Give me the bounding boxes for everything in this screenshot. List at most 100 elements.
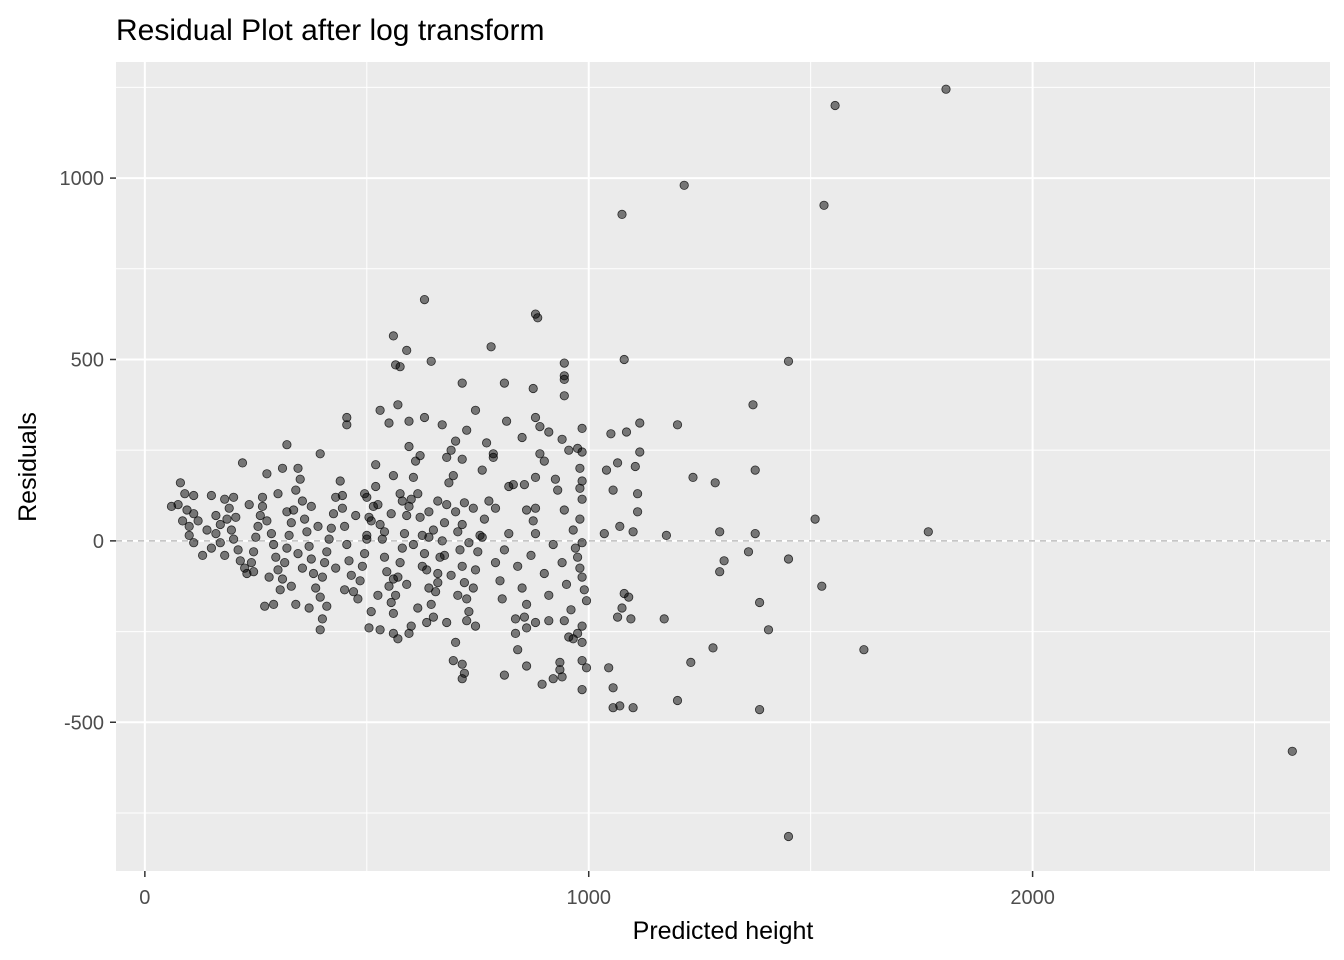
data-point	[322, 547, 332, 557]
data-point	[379, 552, 390, 562]
data-point	[630, 461, 640, 472]
data-point	[302, 527, 312, 537]
data-point	[331, 563, 341, 573]
data-point	[450, 637, 461, 648]
data-point	[382, 567, 392, 577]
data-point	[175, 478, 185, 488]
data-point	[635, 418, 645, 428]
data-point	[206, 490, 216, 501]
data-point	[517, 583, 527, 593]
data-point	[817, 581, 827, 591]
data-point	[189, 509, 199, 519]
y-tick-label: -500	[64, 712, 104, 734]
data-point	[450, 507, 461, 517]
data-point	[397, 496, 407, 506]
data-point	[530, 503, 541, 513]
data-point	[504, 528, 514, 539]
data-point	[437, 536, 447, 546]
data-point	[464, 606, 474, 617]
data-point	[566, 605, 576, 615]
data-point	[499, 670, 509, 680]
data-point	[719, 556, 729, 566]
data-point	[490, 503, 501, 513]
data-point	[577, 655, 587, 666]
data-point	[406, 494, 416, 504]
data-point	[268, 539, 279, 550]
data-point	[388, 608, 398, 619]
data-point	[299, 514, 310, 524]
data-point	[293, 548, 303, 559]
data-point	[260, 601, 270, 611]
data-point	[470, 565, 481, 575]
data-point	[464, 538, 474, 548]
data-point	[366, 606, 376, 617]
data-point	[437, 420, 447, 430]
data-point	[448, 655, 458, 666]
data-point	[577, 572, 587, 582]
data-point	[417, 561, 427, 571]
data-point	[615, 521, 625, 532]
minor-gridlines	[116, 62, 1330, 871]
data-point	[342, 420, 352, 430]
data-point	[579, 585, 589, 595]
data-point	[282, 440, 292, 450]
data-point	[510, 614, 521, 624]
data-point	[384, 418, 394, 428]
data-point	[462, 616, 472, 626]
data-point	[275, 585, 285, 595]
data-point	[559, 358, 569, 368]
data-point	[544, 427, 554, 437]
data-point	[375, 519, 385, 530]
data-point	[249, 567, 259, 577]
data-point	[535, 449, 545, 459]
data-point	[457, 561, 467, 571]
data-point	[499, 545, 509, 555]
data-point	[457, 454, 467, 464]
data-point	[710, 478, 720, 488]
data-point	[251, 532, 261, 542]
data-point	[557, 434, 567, 444]
data-point	[351, 510, 361, 521]
data-point	[750, 465, 760, 475]
data-point	[326, 523, 336, 533]
data-point	[178, 516, 188, 526]
x-axis-ticks: 0 1000 2000	[139, 871, 1055, 909]
data-point	[459, 577, 469, 588]
data-point	[628, 703, 638, 713]
data-point	[410, 456, 421, 466]
data-point	[581, 596, 592, 606]
data-point	[229, 492, 239, 502]
data-point	[686, 657, 696, 668]
data-point	[457, 519, 467, 530]
data-point	[608, 683, 618, 693]
data-point	[577, 684, 587, 695]
data-point	[450, 436, 461, 446]
data-point	[479, 514, 489, 524]
data-point	[619, 354, 629, 365]
data-point	[517, 432, 527, 443]
data-point	[342, 539, 352, 550]
data-point	[521, 505, 532, 515]
data-point	[521, 599, 532, 610]
data-point	[386, 597, 396, 608]
data-point	[617, 209, 627, 219]
data-point	[750, 528, 760, 539]
data-point	[521, 661, 532, 671]
data-point	[291, 485, 301, 495]
data-point	[415, 512, 425, 522]
data-point	[335, 476, 345, 486]
data-point	[388, 574, 398, 584]
data-point	[215, 538, 225, 548]
data-point	[328, 509, 339, 519]
data-point	[577, 476, 587, 486]
data-point	[193, 516, 203, 526]
data-point	[544, 616, 554, 626]
data-point	[422, 617, 432, 628]
data-point	[672, 420, 683, 430]
data-point	[355, 576, 365, 586]
x-tick-label: 2000	[1010, 887, 1055, 909]
data-point	[635, 447, 645, 457]
y-tick-label: 0	[93, 531, 104, 553]
data-point	[357, 561, 367, 571]
